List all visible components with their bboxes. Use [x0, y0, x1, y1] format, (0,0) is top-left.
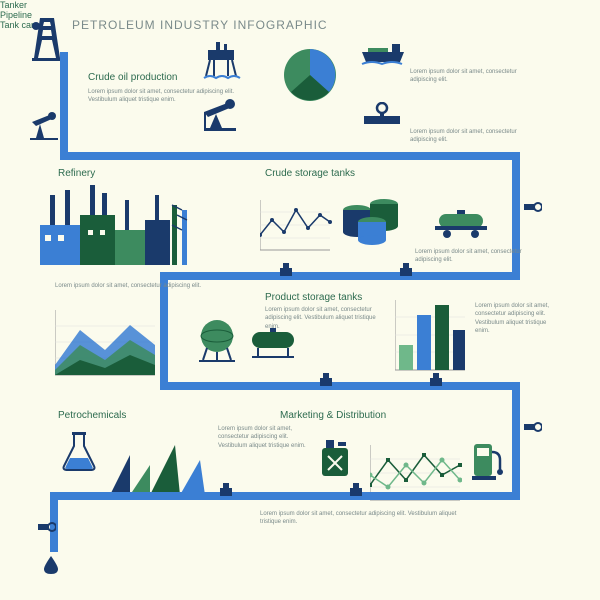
- sphere-tank-icon: [195, 318, 239, 362]
- pipe-valve: [350, 488, 362, 496]
- text-bar-chart: Lorem ipsum dolor sit amet, consectetur …: [475, 302, 560, 336]
- tanker-ship-icon: [360, 42, 406, 68]
- text-crude-storage: Lorem ipsum dolor sit amet, consectetur …: [415, 248, 525, 265]
- pipe-wheel-valve: [38, 520, 48, 534]
- pipeline-valve-icon: [362, 102, 402, 128]
- pipe-valve: [220, 488, 232, 496]
- line-chart-crude-storage: [260, 200, 332, 252]
- pipe-valve: [400, 268, 412, 276]
- pipe-valve: [320, 378, 332, 386]
- pipe-wheel-valve: [524, 200, 534, 214]
- pipe-segment: [60, 52, 68, 160]
- derrick-icon: [30, 18, 64, 62]
- heading-crude-production: Crude oil production: [88, 72, 178, 83]
- pumpjack-icon: [30, 110, 60, 140]
- pipe-valve: [280, 268, 292, 276]
- pipe-segment: [60, 152, 520, 160]
- horizontal-tank-icon: [248, 328, 298, 358]
- text-pipeline: Lorem ipsum dolor sit amet, consectetur …: [410, 128, 530, 145]
- storage-tanks-icon: [342, 190, 404, 245]
- offshore-platform-icon: [200, 42, 242, 82]
- refinery-icon: [40, 185, 200, 270]
- text-tanker: Lorem ipsum dolor sit amet, consectetur …: [410, 68, 530, 85]
- heading-product-storage: Product storage tanks: [265, 292, 362, 303]
- pipe-valve: [430, 378, 442, 386]
- text-refinery: Lorem ipsum dolor sit amet, consectetur …: [55, 282, 201, 290]
- heading-marketing: Marketing & Distribution: [280, 410, 386, 421]
- jerrycan-icon: [320, 440, 350, 478]
- heading-refinery: Refinery: [58, 168, 95, 179]
- oil-drop-icon: [44, 556, 58, 574]
- flask-icon: [62, 432, 96, 472]
- label-tanker: Tanker: [0, 0, 600, 10]
- heading-crude-storage: Crude storage tanks: [265, 168, 355, 179]
- bar-chart: [395, 300, 467, 372]
- area-chart: [55, 310, 157, 377]
- text-petrochemicals: Lorem ipsum dolor sit amet, consectetur …: [218, 425, 313, 450]
- pipe-wheel-valve: [524, 420, 534, 434]
- text-marketing: Lorem ipsum dolor sit amet, consectetur …: [260, 510, 460, 527]
- page-title: PETROLEUM INDUSTRY INFOGRAPHIC: [72, 18, 328, 32]
- triangle-chart: [110, 440, 210, 495]
- gas-pump-icon: [472, 440, 504, 480]
- pipe-segment: [50, 492, 520, 500]
- pipe-segment: [512, 382, 520, 500]
- pie-chart: [282, 47, 338, 103]
- text-crude-production: Lorem ipsum dolor sit amet, consectetur …: [88, 88, 238, 105]
- text-product-storage: Lorem ipsum dolor sit amet, consectetur …: [265, 306, 385, 331]
- pipe-segment: [160, 272, 520, 280]
- pipe-segment: [160, 382, 520, 390]
- heading-petrochemicals: Petrochemicals: [58, 410, 126, 421]
- tank-car-icon: [435, 210, 487, 238]
